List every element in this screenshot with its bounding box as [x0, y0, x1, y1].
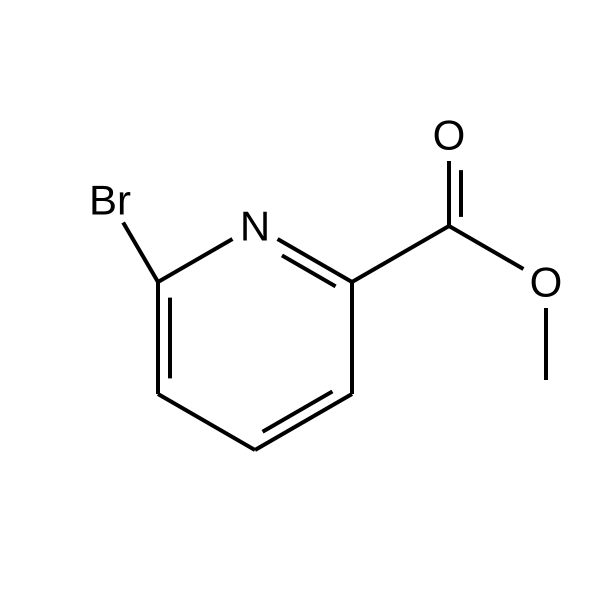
bond-C1-Br — [123, 222, 158, 282]
molecule-diagram: N Br O O — [0, 0, 600, 600]
atom-label-o1: O — [433, 112, 466, 159]
bond-C5-C6 — [352, 226, 449, 282]
bond2-C5-N — [282, 255, 336, 286]
bond-C6-O2 — [449, 226, 523, 269]
bond-N-C1 — [158, 239, 232, 282]
atom-label-o2: O — [530, 259, 563, 306]
bond-C3-C4 — [255, 394, 352, 450]
atom-label-br: Br — [89, 177, 131, 224]
atom-label-n: N — [240, 203, 270, 250]
bond-C2-C3 — [158, 394, 255, 450]
